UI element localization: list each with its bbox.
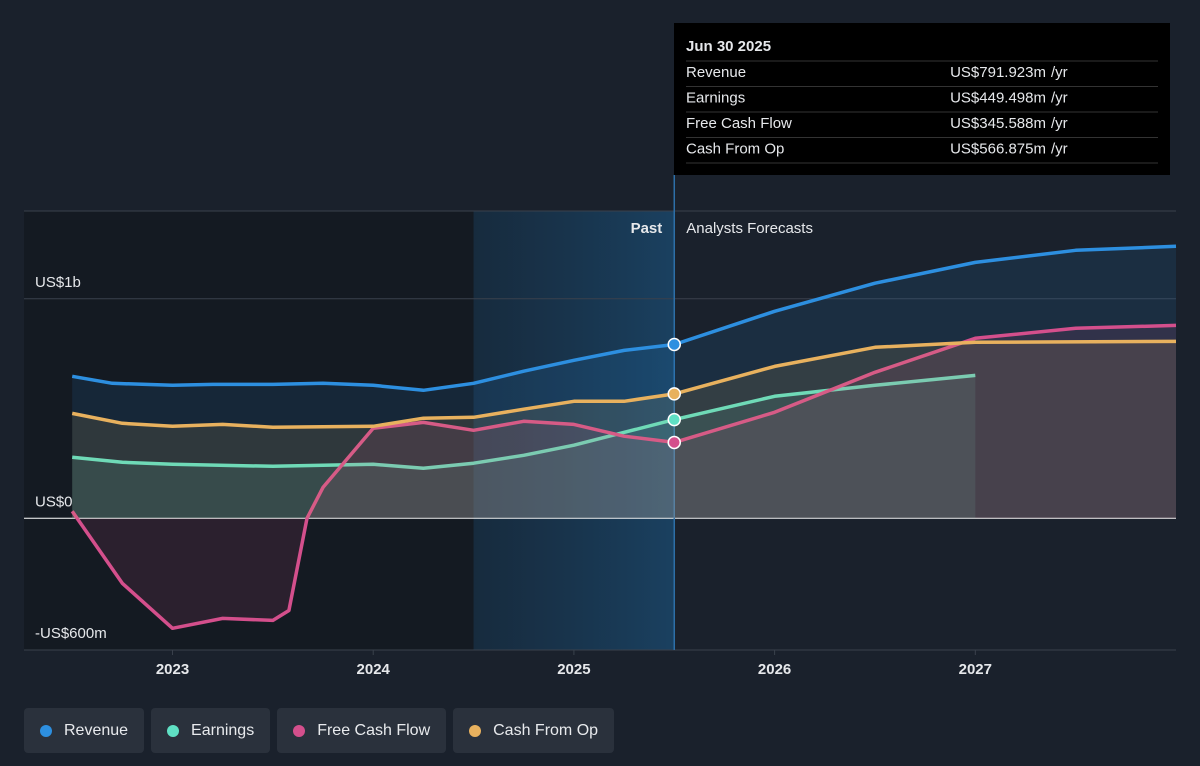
series-area — [72, 375, 976, 519]
tooltip-series-name: Revenue — [686, 64, 746, 81]
series-area — [72, 246, 1177, 519]
series-line — [71, 339, 1177, 429]
tooltip-unit: /yr — [1051, 115, 1068, 132]
tooltip-unit: /yr — [1051, 90, 1068, 107]
point-marker — [667, 412, 682, 427]
legend-item[interactable]: Cash From Op — [453, 708, 615, 753]
series-line — [70, 323, 1177, 631]
series-line — [71, 244, 1177, 393]
point-marker — [667, 337, 682, 352]
legend-label: Earnings — [191, 721, 255, 739]
point-marker — [667, 387, 682, 401]
y-tick-label: US$0 — [35, 493, 73, 510]
chart: -US$600m US$0 US$1b 2023 2024 2025 2026 2027 Pas… — [24, 23, 1177, 678]
y-tick-label: -US$600m — [35, 625, 107, 642]
tooltip-value: US$449.498m — [950, 90, 1046, 107]
x-tick-label: 2024 — [357, 661, 391, 678]
tooltip-value: US$566.875m — [950, 141, 1046, 158]
legend-label: Revenue — [64, 721, 129, 739]
x-tick-label: 2023 — [156, 661, 189, 678]
legend-label: Free Cash Flow — [317, 721, 431, 739]
tooltip-series-name: Cash From Op — [686, 141, 784, 158]
tooltip-series-name: Earnings — [686, 90, 745, 107]
legend-item[interactable]: Earnings — [151, 708, 271, 753]
tooltip-value: US$345.588m — [950, 115, 1046, 132]
past-region — [473, 211, 675, 650]
history-region — [24, 211, 474, 650]
legend-swatch — [469, 724, 482, 737]
y-tick-label: US$1b — [35, 274, 81, 291]
forecast-label: Analysts Forecasts — [686, 220, 813, 237]
tooltip-value: US$791.923m — [950, 64, 1046, 81]
past-label: Past — [631, 220, 663, 237]
tooltip-date: Jun 30 2025 — [686, 38, 771, 55]
tooltip-unit: /yr — [1051, 141, 1068, 158]
series-area — [72, 341, 1177, 519]
series-area — [72, 325, 1177, 629]
legend-swatch — [167, 724, 180, 737]
x-tick-label: 2026 — [758, 661, 791, 678]
legend: Revenue Earnings Free Cash Flow Cash From O… — [24, 708, 615, 753]
legend-label: Cash From Op — [493, 721, 599, 739]
legend-item[interactable]: Free Cash Flow — [277, 708, 447, 753]
x-tick-label: 2027 — [959, 661, 992, 678]
x-tick-label: 2025 — [557, 661, 590, 678]
series-line — [72, 373, 976, 471]
tooltip-box — [674, 23, 1170, 175]
tooltip-unit: /yr — [1051, 64, 1068, 81]
legend-swatch — [40, 724, 52, 737]
point-marker — [667, 435, 682, 450]
legend-item[interactable]: Revenue — [24, 708, 145, 753]
tooltip-series-name: Free Cash Flow — [686, 115, 792, 132]
legend-swatch — [293, 724, 306, 737]
